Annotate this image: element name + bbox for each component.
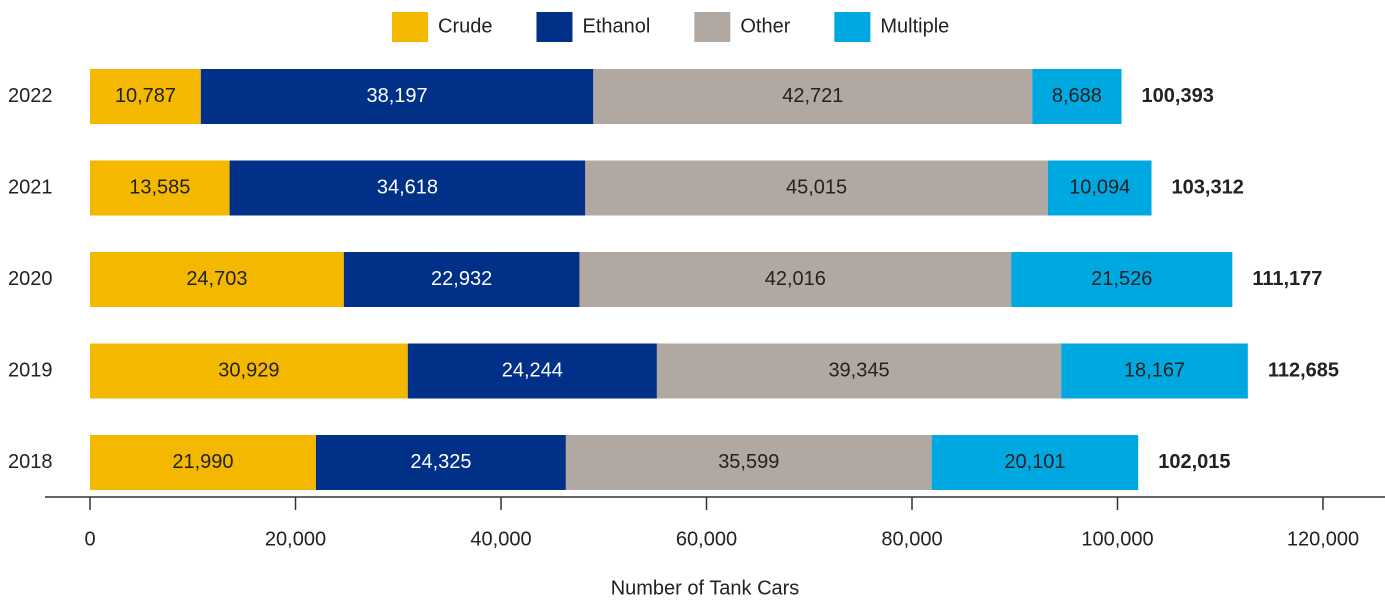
bar-segment: [90, 69, 201, 124]
total-label: 102,015: [1158, 451, 1230, 473]
bar-segment: [565, 435, 932, 490]
value-label: 42,721: [782, 85, 843, 107]
x-tick-label: 60,000: [676, 528, 737, 550]
bar-segment: [931, 435, 1139, 490]
y-tick-label: 2019: [8, 359, 53, 381]
y-tick-label: 2021: [8, 176, 53, 198]
value-label: 38,197: [366, 85, 427, 107]
bar-segment: [1047, 160, 1152, 216]
x-tick-label: 120,000: [1287, 528, 1359, 550]
bar-segment: [579, 252, 1012, 307]
bar-segment: [407, 343, 657, 399]
bar-segment: [90, 435, 316, 490]
bar-segment: [200, 69, 594, 124]
value-label: 30,929: [218, 359, 279, 381]
bar-segment: [1011, 252, 1233, 307]
legend-label: Crude: [438, 15, 492, 37]
value-label: 21,526: [1091, 268, 1152, 290]
x-tick-label: 0: [84, 528, 95, 550]
y-tick-label: 2022: [8, 85, 53, 107]
value-label: 22,932: [431, 268, 492, 290]
value-label: 10,787: [115, 85, 176, 107]
value-label: 24,325: [410, 451, 471, 473]
bar-segment: [656, 343, 1062, 399]
bar-segment: [229, 160, 586, 216]
bar-segment: [593, 69, 1033, 124]
legend-label: Multiple: [880, 15, 949, 37]
y-tick-label: 2018: [8, 451, 53, 473]
value-label: 34,618: [377, 176, 438, 198]
bar-segment: [343, 252, 580, 307]
bar-segment: [1032, 69, 1122, 124]
x-tick-label: 80,000: [881, 528, 942, 550]
x-axis-label: Number of Tank Cars: [611, 577, 800, 599]
value-label: 42,016: [765, 268, 826, 290]
bar-segment: [1061, 343, 1248, 399]
x-tick-label: 40,000: [470, 528, 531, 550]
legend-swatch: [392, 12, 428, 42]
total-label: 112,685: [1268, 359, 1339, 381]
bar-segment: [585, 160, 1048, 216]
value-label: 24,244: [502, 359, 563, 381]
value-label: 13,585: [129, 176, 190, 198]
value-label: 45,015: [786, 176, 847, 198]
y-tick-label: 2020: [8, 268, 53, 290]
bar-segment: [315, 435, 566, 490]
legend-swatch: [834, 12, 871, 42]
value-label: 10,094: [1069, 176, 1130, 198]
total-label: 111,177: [1252, 268, 1322, 290]
x-tick-label: 100,000: [1081, 528, 1153, 550]
value-label: 18,167: [1124, 359, 1185, 381]
value-label: 20,101: [1004, 451, 1065, 473]
x-tick-label: 20,000: [265, 528, 326, 550]
value-label: 24,703: [186, 268, 247, 290]
legend-swatch: [536, 12, 573, 42]
legend-swatch: [694, 12, 731, 42]
bar-segment: [90, 343, 408, 399]
bar-segment: [90, 160, 230, 216]
value-label: 39,345: [828, 359, 889, 381]
value-label: 21,990: [172, 451, 233, 473]
value-label: 8,688: [1052, 85, 1102, 107]
legend-label: Ethanol: [582, 15, 650, 37]
total-label: 100,393: [1142, 85, 1214, 107]
value-label: 35,599: [718, 451, 779, 473]
total-label: 103,312: [1172, 176, 1244, 198]
bar-segment: [90, 252, 344, 307]
legend-label: Other: [740, 15, 790, 37]
